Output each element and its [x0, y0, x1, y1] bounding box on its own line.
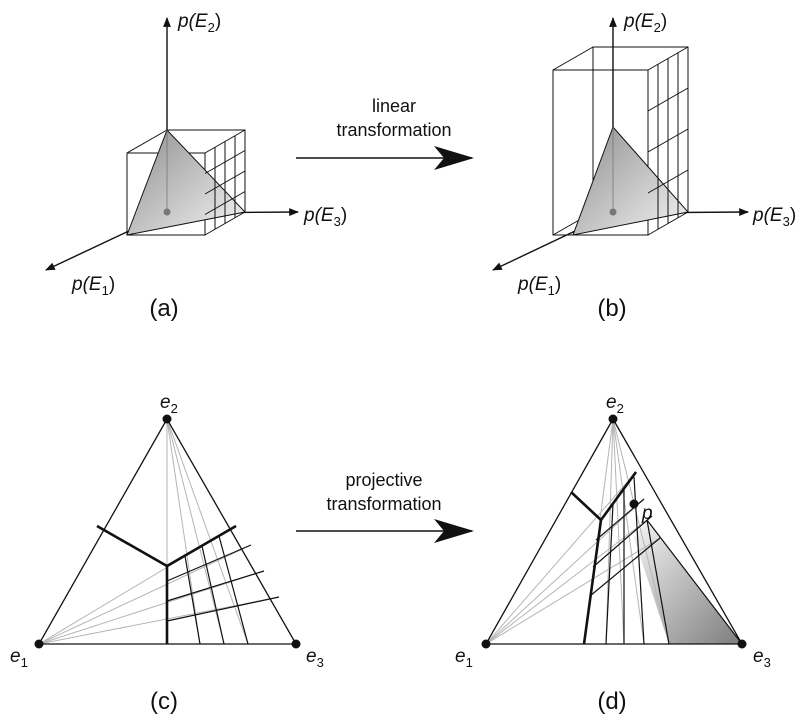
arrow-label-transformation-1: transformation [336, 120, 451, 140]
caption-d: (d) [597, 688, 626, 715]
simplex-a [126, 129, 246, 236]
axis-label-e1-a: p(E1) [71, 274, 115, 298]
point-p [629, 499, 639, 509]
face-grid-b [647, 52, 689, 230]
axis-label-e3-b: p(E3) [752, 205, 796, 229]
vertex-label-e2-d: e2 [606, 392, 624, 416]
caption-b: (b) [597, 295, 626, 322]
axis-label-e1-b: p(E1) [517, 274, 561, 298]
arrow-label-linear: linear [372, 96, 416, 116]
simplex-b [572, 126, 689, 236]
axis-label-e2-b: p(E2) [623, 11, 667, 35]
linear-transformation-arrow: linear transformation [296, 96, 474, 170]
simplex-triangle-d [484, 417, 744, 645]
vertex-label-e3-c: e3 [306, 646, 324, 670]
arrow-label-projective: projective [345, 470, 422, 490]
panel-c: e2 e1 e3 (c) [10, 392, 324, 715]
guide-lines-c [38, 418, 280, 645]
axis-label-e2-a: p(E2) [177, 11, 221, 35]
caption-a: (a) [149, 295, 178, 322]
boundary-y-c [96, 524, 237, 644]
vertex-label-e3-d: e3 [753, 646, 771, 670]
arrow-label-transformation-2: transformation [326, 494, 441, 514]
vertex-label-e1-c: e1 [10, 646, 28, 670]
vertex-label-e1-d: e1 [455, 646, 473, 670]
panel-d: p e2 e1 e3 (d) [455, 392, 771, 715]
grid-c [166, 535, 280, 645]
boundary-y-d [570, 471, 638, 645]
panel-a: p(E2) p(E3) p(E1) (a) [45, 11, 347, 322]
vertex-label-e2-c: e2 [160, 392, 178, 416]
point-label-p: p [641, 503, 653, 524]
face-grid-a [204, 135, 246, 230]
panel-b: p(E2) p(E3) p(E1) (b) [492, 11, 796, 322]
axis-label-e3-a: p(E3) [303, 205, 347, 229]
caption-c: (c) [150, 688, 178, 715]
projective-transformation-arrow: projective transformation [296, 470, 474, 543]
